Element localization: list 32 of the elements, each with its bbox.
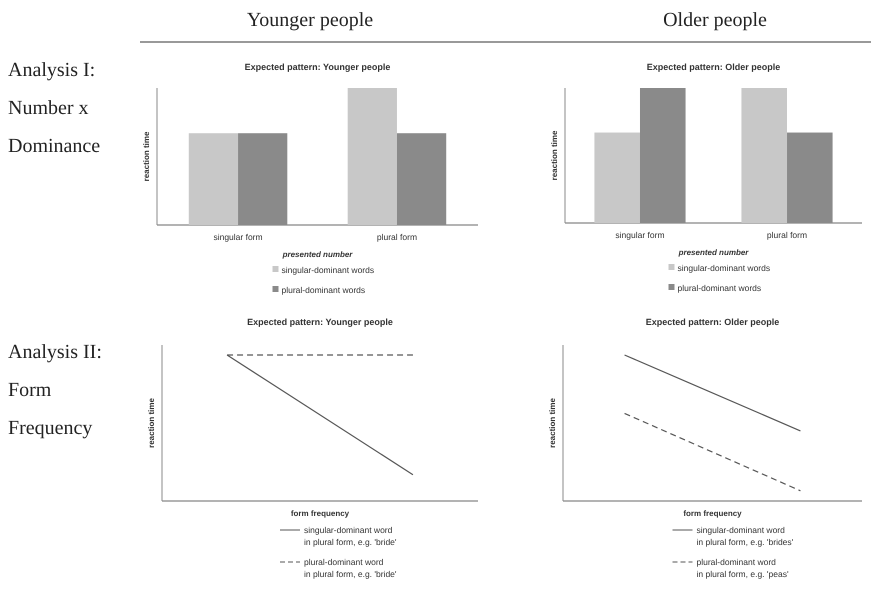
chart-title: Expected pattern: Younger people xyxy=(244,62,390,72)
text: Form xyxy=(8,379,52,401)
chart-title: Expected pattern: Older people xyxy=(646,62,780,72)
y-axis-title: reaction time xyxy=(550,130,559,180)
x-tick-label: plural form xyxy=(766,230,808,240)
x-tick-label: plural form xyxy=(376,232,418,242)
text: Analysis II: xyxy=(8,341,102,363)
chart-title: Expected pattern: Older people xyxy=(646,317,780,327)
y-axis-title: reaction time xyxy=(142,131,151,182)
text: Dominance xyxy=(8,135,100,157)
x-axis-title: presented number xyxy=(678,248,750,257)
legend-label: plural-dominant word in plural form, e.g. 'bride' xyxy=(304,557,397,579)
y-axis-title: reaction time xyxy=(147,398,156,448)
text: Number x xyxy=(8,97,89,119)
legend-label: singular-dominant words xyxy=(678,263,770,273)
chart-title: Expected pattern: Younger people xyxy=(247,317,393,327)
legend-label: singular-dominant word in plural form, e.g. 'brides' xyxy=(696,525,794,547)
x-tick-label: singular form xyxy=(213,232,263,242)
legend-label: singular-dominant word in plural form, e.g. 'bride' xyxy=(304,525,397,547)
legend-label: plural-dominant words xyxy=(282,285,366,295)
text: Younger people xyxy=(246,9,374,31)
legend-label: plural-dominant words xyxy=(678,283,762,293)
x-axis-title: form frequency xyxy=(683,509,742,518)
x-axis-title: presented number xyxy=(282,250,354,259)
y-axis-title: reaction time xyxy=(548,398,557,448)
text: Frequency xyxy=(8,417,92,439)
legend-label: plural-dominant word in plural form, e.g. 'peas' xyxy=(696,557,789,579)
x-axis-title: form frequency xyxy=(290,509,350,518)
text: Older people xyxy=(663,9,768,31)
x-tick-label: singular form xyxy=(615,230,665,240)
legend-label: singular-dominant words xyxy=(282,265,374,275)
text: Analysis I: xyxy=(8,59,96,81)
